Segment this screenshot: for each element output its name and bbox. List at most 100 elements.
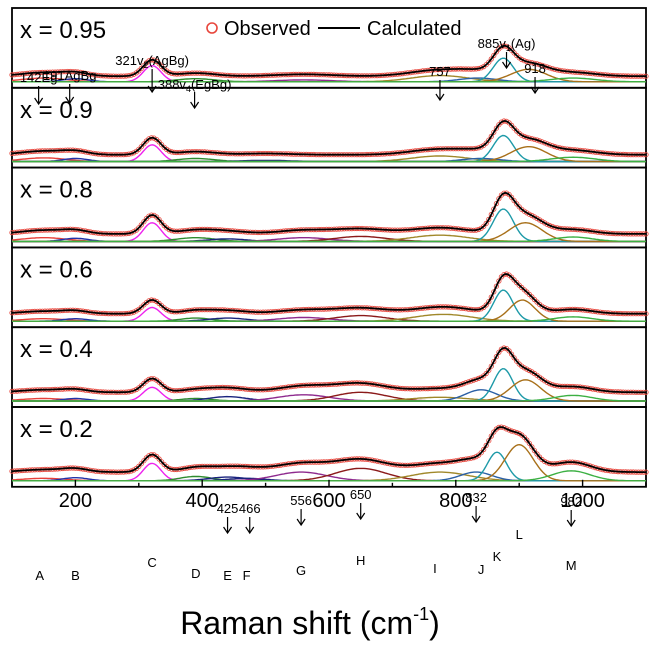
observed-point: [146, 213, 152, 219]
annotation-label: 885v1(Ag): [478, 36, 536, 53]
observed-point: [486, 216, 492, 222]
observed-point: [524, 437, 530, 443]
observed-point: [488, 133, 494, 139]
observed-point: [531, 214, 538, 220]
x-tick-label: 600: [312, 490, 345, 512]
observed-point: [138, 65, 144, 72]
panel-2: x = 0.8: [9, 166, 649, 249]
observed-point: [506, 348, 512, 354]
observed-point: [496, 196, 502, 202]
observed-point: [541, 305, 548, 311]
observed-point: [138, 461, 144, 467]
observed-point: [524, 210, 530, 216]
annotation-arrowhead: [147, 85, 157, 94]
observed-point: [481, 446, 487, 453]
annotation-label: 918: [524, 61, 546, 76]
observed-point: [486, 59, 492, 65]
panel-5: x = 0.2: [9, 406, 649, 488]
observed-point: [488, 363, 494, 369]
panels-layer: x = 0.95 x = 0.9 x = 0.8 x = 0.6 x = 0.4 x = …: [9, 7, 649, 583]
observed-point: [486, 438, 492, 444]
observed-point: [486, 367, 492, 373]
observed-point: [529, 212, 535, 219]
annotation-arrowhead: [190, 101, 200, 110]
observed-point: [488, 294, 494, 300]
observed-point: [138, 222, 144, 228]
annotation-arrowhead: [566, 519, 576, 528]
observed-series: [9, 118, 649, 158]
observed-point: [534, 451, 540, 457]
observed-series: [9, 345, 649, 395]
annotation-label: 466: [239, 501, 261, 516]
component-letter-K: K: [493, 549, 502, 564]
component-letter-D: D: [191, 566, 200, 581]
observed-point: [524, 366, 530, 372]
observed-point: [491, 429, 497, 435]
observed-point: [508, 351, 515, 357]
annotation-arrowhead: [296, 518, 306, 527]
observed-point: [146, 453, 152, 459]
observed-point: [141, 219, 147, 225]
observed-point: [483, 442, 489, 448]
component-letter-I: I: [433, 561, 437, 576]
observed-point: [483, 220, 489, 226]
observed-point: [519, 56, 525, 63]
component-letter-H: H: [356, 553, 365, 568]
annotation-arrowhead: [502, 61, 512, 70]
annotation-label: 425: [217, 501, 239, 516]
panel-3: x = 0.6: [9, 246, 649, 329]
component-letter-M: M: [566, 558, 577, 573]
annotation-arrowhead: [245, 526, 255, 535]
annotation-label: 650: [350, 487, 372, 502]
observed-point: [486, 298, 492, 305]
component-letter-A: A: [35, 568, 44, 583]
observed-series: [9, 424, 649, 475]
observed-point: [526, 211, 532, 217]
observed-point: [544, 379, 550, 385]
observed-point: [496, 278, 502, 284]
legend: Observed Calculated: [206, 18, 462, 40]
observed-point: [498, 346, 504, 352]
component-M-curve: [12, 156, 646, 163]
component-K-curve: [12, 134, 646, 163]
observed-point: [486, 137, 492, 143]
observed-point: [159, 220, 165, 226]
panel-label: x = 0.9: [20, 97, 93, 124]
annotation-label: 142Eg: [20, 70, 58, 85]
observed-point: [511, 355, 517, 361]
observed-point: [164, 385, 170, 391]
component-K-curve: [12, 289, 646, 322]
panel-label: x = 0.8: [20, 177, 93, 204]
panel-label: x = 0.2: [20, 416, 93, 443]
panel-label: x = 0.6: [20, 256, 93, 283]
observed-series: [9, 43, 649, 79]
observed-point: [519, 363, 525, 369]
observed-point: [539, 303, 545, 309]
observed-point: [493, 201, 499, 207]
observed-point: [483, 370, 489, 377]
x-tick-label: 200: [59, 490, 92, 512]
calculated-curve: [11, 426, 646, 473]
component-letter-F: F: [243, 568, 251, 583]
annotation-arrowhead: [34, 97, 44, 106]
calculated-curve: [11, 347, 646, 394]
component-letter-G: G: [296, 563, 306, 578]
observed-point: [511, 198, 517, 204]
observed-point: [491, 52, 497, 59]
observed-point: [493, 49, 499, 55]
component-M-curve: [12, 236, 646, 243]
component-letter-L: L: [516, 527, 523, 542]
panel-label: x = 0.4: [20, 336, 93, 363]
x-tick-label: 800: [439, 490, 472, 512]
annotation-arrowhead: [530, 86, 540, 95]
observed-point: [511, 125, 517, 131]
annotation-arrowhead: [65, 96, 75, 105]
observed-point: [529, 444, 535, 450]
calculated-curve: [12, 273, 646, 315]
annotation-label: 832: [465, 490, 487, 505]
observed-point: [493, 353, 499, 360]
annotation-label: 757: [429, 64, 451, 79]
legend-observed-label: Observed: [224, 18, 311, 40]
